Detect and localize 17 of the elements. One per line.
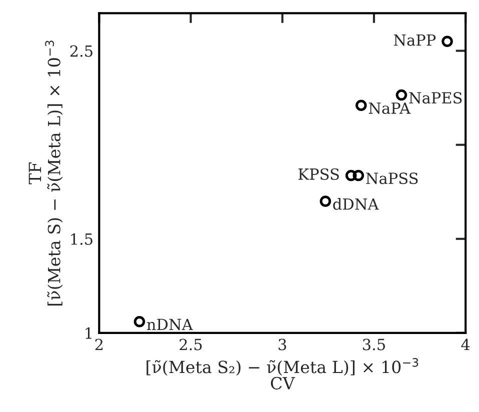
x-tick-label: 2.5 bbox=[180, 338, 202, 350]
annotation: NaPES bbox=[409, 92, 462, 104]
y-tick-label: 1.5 bbox=[71, 233, 92, 245]
x-tick-label: 3.5 bbox=[362, 338, 385, 350]
annotation: KPSS bbox=[298, 168, 339, 180]
annotation: NaPP bbox=[394, 34, 436, 46]
x-tick-label: 2 bbox=[95, 338, 103, 350]
annotation: NaPSS bbox=[366, 172, 418, 184]
x-tick-label: 3 bbox=[278, 338, 286, 350]
y-axis-title: TF [ν̃(Meta S) − ν̃(Meta L)] × 10$^{−3}$ bbox=[28, 40, 63, 306]
y-tick-label: 2.5 bbox=[70, 45, 92, 57]
annotation: nDNA bbox=[146, 318, 194, 330]
x-tick-label: 4 bbox=[461, 338, 470, 350]
annotation: NaPA bbox=[368, 102, 411, 114]
annotation: dDNA bbox=[333, 198, 379, 210]
y-tick-label: 1 bbox=[86, 327, 92, 339]
text: [ν̃(Meta S₂) − ν̃(Meta L)] × 10$^{−3}$ CV bbox=[146, 358, 418, 390]
